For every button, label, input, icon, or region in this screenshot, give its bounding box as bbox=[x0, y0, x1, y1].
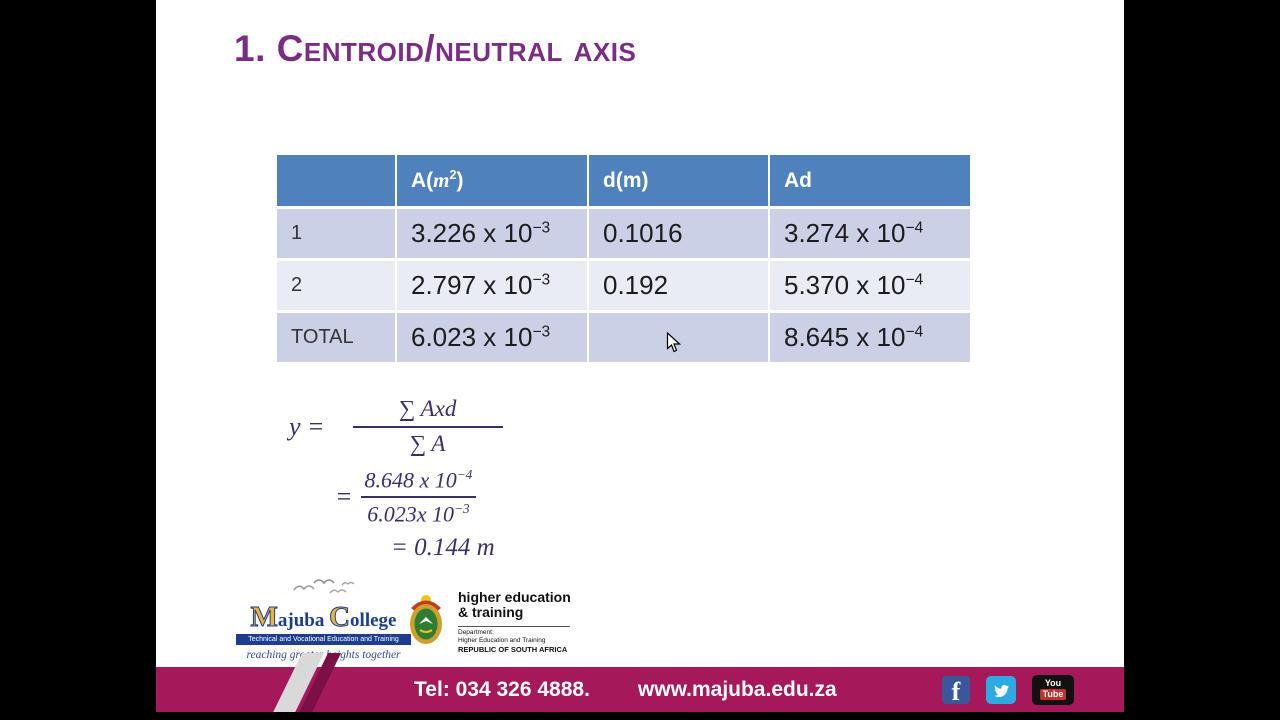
value-exp: −4 bbox=[905, 271, 924, 289]
cell-ad: 3.274 x 10−4 bbox=[770, 209, 970, 261]
header-area-var: m bbox=[433, 168, 450, 192]
youtube-you-label: You bbox=[1044, 678, 1062, 688]
cell-area: 2.797 x 10−3 bbox=[397, 261, 589, 313]
value-base: 6.023 x 10 bbox=[411, 322, 533, 352]
value-exp: −4 bbox=[456, 467, 473, 482]
phone-number: Tel: 034 326 4888. bbox=[414, 677, 590, 701]
formula-result: = 0.144 m bbox=[391, 533, 495, 561]
value-base: 8.645 x 10 bbox=[784, 322, 906, 352]
twitter-icon[interactable] bbox=[986, 675, 1016, 704]
cell-distance bbox=[589, 313, 770, 365]
cell-area: 3.226 x 10−3 bbox=[397, 209, 589, 261]
dhet-dept-label: Department: bbox=[458, 628, 494, 636]
formula-line-1: y = ∑ Axd ∑ A bbox=[289, 396, 503, 457]
youtube-icon[interactable]: You Tube bbox=[1032, 674, 1074, 705]
value-base: 6.023x 10 bbox=[367, 501, 455, 527]
table-header-row: A(m2) d(m) Ad bbox=[277, 155, 970, 209]
fraction-symbolic: ∑ Axd ∑ A bbox=[352, 396, 503, 457]
fraction-numerator: 8.648 x 10−4 bbox=[360, 467, 477, 499]
dhet-line-1: higher education bbox=[458, 589, 571, 605]
dhet-text-block: higher education & training Department: … bbox=[458, 589, 571, 655]
twitter-bird-icon bbox=[994, 684, 1010, 697]
header-area: A(m2) bbox=[397, 155, 589, 209]
majuba-college-name: Majuba College bbox=[236, 601, 411, 633]
slide-title: 1. Centroid/neutral axis bbox=[234, 28, 637, 69]
cell-ad: 8.645 x 10−4 bbox=[770, 313, 970, 365]
facebook-glyph: f bbox=[951, 677, 961, 704]
letterbox-right bbox=[1124, 0, 1280, 720]
table-row-2: 2 2.797 x 10−3 0.192 5.370 x 10−4 bbox=[277, 261, 970, 313]
value-exp: −3 bbox=[532, 271, 551, 289]
header-distance: d(m) bbox=[589, 155, 770, 209]
website-url: www.majuba.edu.za bbox=[637, 677, 837, 701]
majuba-tagline-band: Technical and Vocational Education and T… bbox=[236, 634, 411, 645]
value-base: 5.370 x 10 bbox=[784, 270, 906, 300]
slide: 1. Centroid/neutral axis A(m2) d(m) Ad 1… bbox=[156, 0, 1124, 712]
fraction-numeric: 8.648 x 10−4 6.023x 10−3 bbox=[360, 467, 477, 528]
row-label: TOTAL bbox=[277, 313, 397, 365]
facebook-icon[interactable]: f bbox=[942, 675, 970, 704]
fraction-numerator: ∑ Axd bbox=[352, 396, 503, 428]
cell-distance: 0.192 bbox=[589, 261, 770, 313]
header-ad: Ad bbox=[770, 155, 970, 209]
value-exp: −4 bbox=[905, 323, 924, 341]
majuba-college-logo: Majuba College Technical and Vocational … bbox=[236, 574, 411, 661]
dhet-line-2: & training bbox=[458, 604, 524, 621]
youtube-tube-label: Tube bbox=[1039, 689, 1067, 700]
formula-line-2: = 8.648 x 10−4 6.023x 10−3 bbox=[335, 467, 503, 528]
value-base: 2.797 x 10 bbox=[411, 270, 533, 300]
dhet-country: REPUBLIC OF SOUTH AFRICA bbox=[458, 645, 568, 655]
letterbox-left bbox=[0, 0, 156, 720]
name-part: ollege bbox=[350, 610, 397, 631]
value-exp: −3 bbox=[454, 501, 470, 517]
cell-distance: 0.1016 bbox=[589, 209, 770, 261]
value-base: 3.226 x 10 bbox=[411, 218, 533, 248]
cell-area: 6.023 x 10−3 bbox=[397, 313, 589, 365]
table-row-1: 1 3.226 x 10−3 0.1016 3.274 x 10−4 bbox=[277, 209, 970, 261]
coat-of-arms-icon bbox=[410, 595, 442, 644]
majuba-motto: reaching greater heights together bbox=[246, 649, 401, 661]
name-part: ajuba bbox=[277, 610, 330, 631]
dhet-department-block: Department: Higher Education and Trainin… bbox=[458, 625, 570, 655]
centroid-table: A(m2) d(m) Ad 1 3.226 x 10−3 0.1016 3.27… bbox=[277, 155, 970, 365]
header-area-post: ) bbox=[456, 169, 464, 192]
fraction-denominator: ∑ A bbox=[409, 431, 446, 456]
contact-bar: Tel: 034 326 4888. www.majuba.edu.za f Y… bbox=[156, 653, 1124, 712]
initial-m: M bbox=[250, 601, 278, 633]
mouse-cursor bbox=[666, 331, 682, 358]
fraction-denominator: 6.023x 10−3 bbox=[367, 498, 469, 527]
row-label: 2 bbox=[277, 261, 397, 313]
birds-icon bbox=[292, 579, 354, 594]
value-exp: −3 bbox=[532, 219, 551, 237]
formula-lhs: y = bbox=[289, 411, 325, 441]
social-icons: f You Tube bbox=[942, 674, 1074, 705]
dhet-dept-name: Higher Education and Training bbox=[458, 636, 546, 644]
value-exp: −3 bbox=[532, 323, 551, 341]
header-area-sup: 2 bbox=[449, 168, 457, 182]
value-base: 3.274 x 10 bbox=[784, 218, 906, 248]
initial-c: C bbox=[329, 601, 351, 633]
header-area-pre: A( bbox=[411, 169, 434, 192]
header-blank bbox=[277, 155, 397, 209]
value-base: 8.648 x 10 bbox=[364, 467, 457, 493]
value-exp: −4 bbox=[905, 219, 924, 237]
cell-ad: 5.370 x 10−4 bbox=[770, 261, 970, 313]
equals-sign: = bbox=[335, 482, 353, 512]
row-label: 1 bbox=[277, 209, 397, 261]
table-row-total: TOTAL 6.023 x 10−3 8.645 x 10−4 bbox=[277, 313, 970, 365]
centroid-formula: y = ∑ Axd ∑ A = 8.648 x 10−4 6.023x 10−3… bbox=[289, 396, 503, 562]
dhet-logo: higher education & training Department: … bbox=[404, 589, 571, 655]
